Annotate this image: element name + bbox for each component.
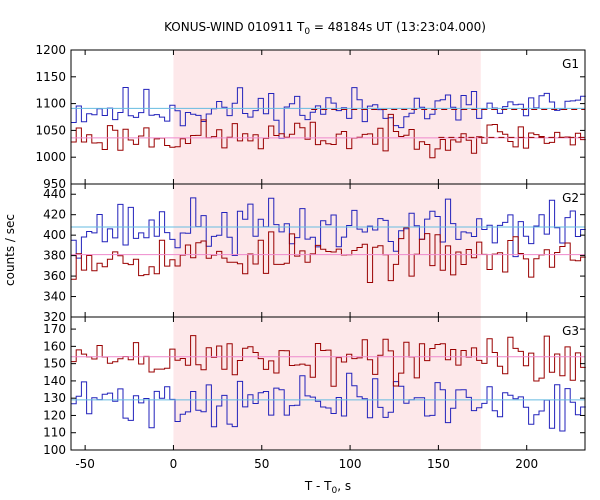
red-series — [71, 335, 586, 387]
x-tick-label: 150 — [427, 457, 450, 471]
y-tick-label: 400 — [43, 228, 66, 242]
y-axis-label: counts / sec — [3, 214, 17, 286]
y-tick-label: 420 — [43, 208, 66, 222]
chart-title-prefix: KONUS-WIND 010911 T — [164, 20, 305, 34]
y-tick-label: 340 — [43, 290, 66, 304]
y-tick-label: 440 — [43, 187, 66, 201]
panel-g1: 950 1000 1050 1100 1150 1200 G1 — [35, 43, 586, 191]
panel-label: G1 — [562, 57, 579, 71]
chart-title: KONUS-WIND 010911 T0 = 48184s UT (13:23:… — [164, 20, 486, 37]
y-tick-label: 360 — [43, 269, 66, 283]
y-tick-label: 1050 — [35, 123, 66, 137]
panel-label: G3 — [562, 324, 579, 338]
y-tick-label: 130 — [43, 391, 66, 405]
panel-label: G2 — [562, 191, 579, 205]
blue-series — [71, 87, 586, 139]
y-tick-label: 1200 — [35, 43, 66, 57]
y-tick-label: 150 — [43, 357, 66, 371]
x-tick-label: 200 — [515, 457, 538, 471]
panel-g2: 320 340 360 380 400 420 440 G2 — [43, 183, 586, 324]
y-tick-label: 1100 — [35, 97, 66, 111]
y-tick-label: 170 — [43, 322, 66, 336]
y-tick-label: 1150 — [35, 70, 66, 84]
chart-title-suffix: = 48184s UT (13:23:04.000) — [310, 20, 486, 34]
chart-title-subscript: 0 — [304, 27, 310, 37]
x-tick-label: 50 — [254, 457, 269, 471]
x-axis-label-suffix: , s — [337, 479, 351, 493]
x-tick-label: 100 — [339, 457, 362, 471]
y-tick-label: 140 — [43, 374, 66, 388]
y-tick-label: 100 — [43, 443, 66, 457]
y-tick-label: 320 — [43, 310, 66, 324]
x-axis-label: T - T0, s — [304, 479, 351, 496]
panel-g3: 100 110 120 130 140 150 160 170 G3 — [43, 316, 586, 457]
highlight-region — [173, 317, 481, 450]
y-tick-label: 1000 — [35, 150, 66, 164]
x-tick-label: 0 — [170, 457, 178, 471]
y-tick-label: 110 — [43, 426, 66, 440]
panel-frame — [70, 316, 586, 451]
y-tick-label: 160 — [43, 339, 66, 353]
y-tick-label: 950 — [43, 177, 66, 191]
blue-series — [71, 372, 586, 432]
y-tick-label: 380 — [43, 249, 66, 263]
x-axis-label-prefix: T - T — [304, 479, 332, 493]
y-tick-label: 120 — [43, 408, 66, 422]
red-series — [71, 227, 586, 283]
highlight-region — [173, 50, 481, 184]
x-tick-label: -50 — [75, 457, 95, 471]
blue-series — [71, 197, 586, 259]
panels-layer: 95010001050110011501200G1320340360380400… — [35, 43, 586, 471]
red-series — [71, 113, 586, 159]
x-axis-label-subscript: 0 — [332, 486, 338, 496]
